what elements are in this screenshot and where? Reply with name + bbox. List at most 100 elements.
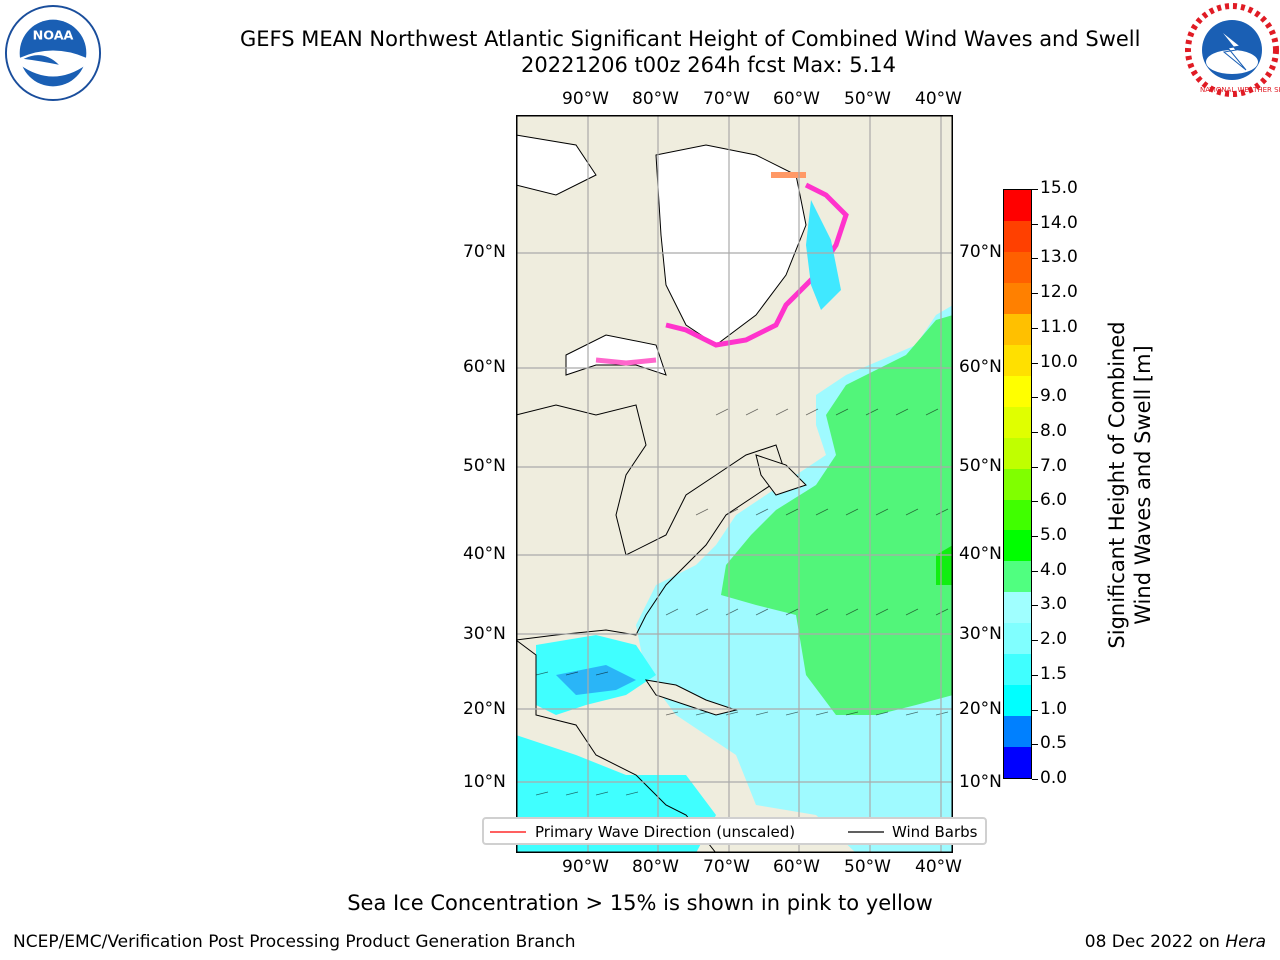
lat-label-right: 70°N — [959, 242, 1002, 262]
colorbar-segment — [1004, 715, 1031, 747]
lat-label-right: 60°N — [959, 357, 1002, 377]
lon-label-bottom: 70°W — [703, 857, 750, 877]
lat-label-right: 50°N — [959, 456, 1002, 476]
colorbar-segment — [1004, 406, 1031, 438]
colorbar-tick-mark — [1032, 674, 1038, 676]
lat-label-left: 30°N — [463, 624, 506, 644]
colorbar-tick-mark — [1032, 223, 1038, 225]
map-panel — [516, 115, 953, 853]
legend: Primary Wave Direction (unscaled) Wind B… — [482, 817, 987, 845]
colorbar-label: Significant Height of Combined Wind Wave… — [1105, 321, 1155, 648]
lon-label-bottom: 60°W — [773, 857, 820, 877]
colorbar-tick-label: 6.0 — [1040, 490, 1068, 511]
colorbar-tick-mark — [1032, 362, 1038, 364]
lat-label-right: 10°N — [959, 772, 1002, 792]
lon-label-bottom: 40°W — [915, 857, 962, 877]
chart-title-line1: GEFS MEAN Northwest Atlantic Significant… — [240, 27, 1141, 51]
colorbar-segment — [1004, 437, 1031, 469]
colorbar-tick-mark — [1032, 189, 1038, 190]
lon-label-top: 70°W — [703, 89, 750, 109]
colorbar-segment — [1004, 468, 1031, 500]
nws-logo-text: NATIONAL WEATHER SERVICE — [1200, 86, 1280, 94]
colorbar-segment — [1004, 190, 1031, 222]
colorbar-tick-mark — [1032, 258, 1038, 260]
lon-label-bottom: 90°W — [562, 857, 609, 877]
noaa-logo: NOAA — [4, 4, 102, 102]
colorbar-tick-mark — [1032, 744, 1038, 746]
lat-label-left: 20°N — [463, 699, 506, 719]
colorbar — [1003, 189, 1032, 779]
lon-label-top: 80°W — [632, 89, 679, 109]
colorbar-tick-mark — [1032, 501, 1038, 503]
colorbar-tick-label: 1.0 — [1040, 698, 1068, 719]
lat-label-right: 40°N — [959, 544, 1002, 564]
colorbar-tick-label: 11.0 — [1040, 316, 1078, 337]
colorbar-tick-label: 1.5 — [1040, 663, 1068, 684]
colorbar-segment — [1004, 344, 1031, 376]
colorbar-tick-mark — [1032, 466, 1038, 468]
lat-label-left: 60°N — [463, 357, 506, 377]
colorbar-tick-label: 2.0 — [1040, 629, 1068, 650]
colorbar-tick-mark — [1032, 709, 1038, 711]
wave-direction-legend-line — [490, 831, 526, 833]
colorbar-tick-mark — [1032, 536, 1038, 538]
legend-wind-barbs-label: Wind Barbs — [892, 823, 978, 841]
legend-wave-direction-label: Primary Wave Direction (unscaled) — [535, 823, 796, 841]
lat-label-right: 20°N — [959, 699, 1002, 719]
colorbar-segment — [1004, 653, 1031, 685]
lon-label-top: 90°W — [562, 89, 609, 109]
colorbar-tick-mark — [1032, 327, 1038, 329]
colorbar-tick-mark — [1032, 605, 1038, 607]
footer-producer: NCEP/EMC/Verification Post Processing Pr… — [13, 932, 576, 952]
colorbar-tick-mark — [1032, 640, 1038, 642]
lat-label-right: 30°N — [959, 624, 1002, 644]
colorbar-tick-label: 13.0 — [1040, 247, 1078, 268]
colorbar-segment — [1004, 622, 1031, 654]
lat-label-left: 10°N — [463, 772, 506, 792]
colorbar-segment — [1004, 684, 1031, 716]
colorbar-tick-label: 4.0 — [1040, 559, 1068, 580]
colorbar-tick-mark — [1032, 431, 1038, 433]
colorbar-segment — [1004, 313, 1031, 346]
colorbar-segment — [1004, 220, 1031, 253]
chart-title-line2: 20221206 t00z 264h fcst Max: 5.14 — [521, 53, 896, 77]
colorbar-tick-label: 3.0 — [1040, 594, 1068, 615]
colorbar-segment — [1004, 591, 1031, 624]
colorbar-tick-label: 12.0 — [1040, 282, 1078, 303]
colorbar-tick-mark — [1032, 397, 1038, 399]
noaa-logo-text: NOAA — [33, 28, 74, 43]
lon-label-top: 60°W — [773, 89, 820, 109]
wind-barb-legend-line — [848, 831, 884, 833]
colorbar-segment — [1004, 746, 1031, 778]
lat-label-left: 40°N — [463, 544, 506, 564]
nws-logo: NATIONAL WEATHER SERVICE — [1185, 3, 1280, 97]
colorbar-tick-label: 15.0 — [1040, 178, 1078, 198]
colorbar-tick-label: 10.0 — [1040, 351, 1078, 372]
lon-label-top: 40°W — [915, 89, 962, 109]
colorbar-tick-mark — [1032, 779, 1038, 780]
colorbar-tick-label: 0.0 — [1040, 768, 1068, 788]
lat-label-left: 70°N — [463, 242, 506, 262]
footer-date-text: 08 Dec 2022 on — [1084, 932, 1226, 952]
lon-label-bottom: 80°W — [632, 857, 679, 877]
footer-machine: Hera — [1225, 932, 1266, 952]
colorbar-tick-label: 14.0 — [1040, 212, 1078, 233]
sea-ice-note: Sea Ice Concentration > 15% is shown in … — [347, 891, 933, 915]
footer-date: 08 Dec 2022 on Hera — [1085, 932, 1266, 952]
colorbar-tick-label: 8.0 — [1040, 420, 1068, 441]
colorbar-tick-label: 0.5 — [1040, 733, 1068, 754]
lat-label-left: 50°N — [463, 456, 506, 476]
colorbar-label-line2: Wind Waves and Swell [m] — [1131, 345, 1155, 625]
colorbar-tick-mark — [1032, 570, 1038, 572]
lon-label-top: 50°W — [844, 89, 891, 109]
colorbar-segment — [1004, 282, 1031, 315]
colorbar-segment — [1004, 375, 1031, 407]
colorbar-segment — [1004, 498, 1031, 531]
colorbar-segment — [1004, 560, 1031, 593]
colorbar-tick-mark — [1032, 293, 1038, 295]
colorbar-tick-label: 9.0 — [1040, 386, 1068, 407]
colorbar-tick-label: 5.0 — [1040, 525, 1068, 546]
colorbar-segment — [1004, 251, 1031, 284]
lon-label-bottom: 50°W — [844, 857, 891, 877]
colorbar-label-line1: Significant Height of Combined — [1105, 321, 1129, 648]
